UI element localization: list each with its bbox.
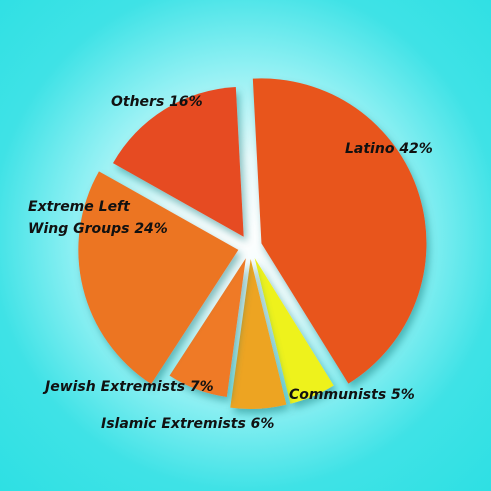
slice-label-jewish-extremists: Jewish Extremists 7%	[42, 379, 214, 395]
pie-slices	[78, 78, 427, 409]
pie-slice-others	[112, 87, 244, 237]
pie-slice-extreme-left-wing-groups	[78, 171, 239, 385]
slice-label-extreme-left-line1: Extreme Left	[28, 199, 131, 215]
pie-slice-communists	[254, 258, 334, 404]
slice-label-islamic-extremists: Islamic Extremists 6%	[101, 416, 274, 432]
slice-label-latino: Latino 42%	[345, 141, 433, 157]
slice-label-extreme-left-line2: Wing Groups 24%	[28, 221, 168, 237]
pie-slice-latino	[252, 78, 427, 384]
pie-slice-islamic-extremists	[230, 258, 287, 409]
slice-label-communists: Communists 5%	[289, 387, 415, 403]
pie-slice-jewish-extremists	[169, 258, 246, 397]
slice-label-others: Others 16%	[111, 94, 203, 110]
